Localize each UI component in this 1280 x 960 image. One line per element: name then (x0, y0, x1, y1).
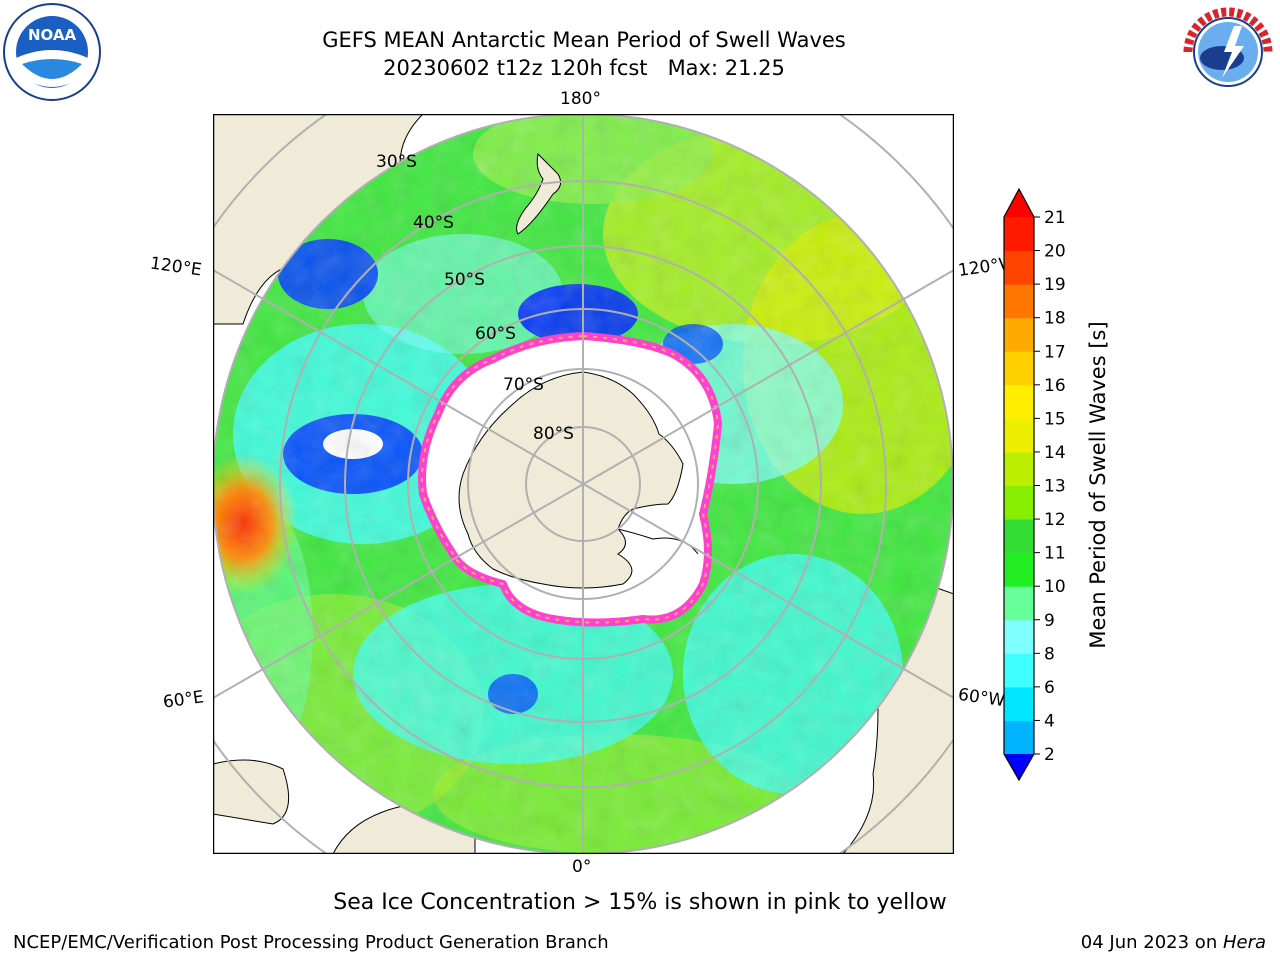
colorbar-tick-label: 16 (1044, 376, 1066, 396)
lat-label-60s: 60°S (475, 324, 516, 344)
colorbar-segment (1004, 552, 1034, 587)
footer-date: 04 Jun 2023 on Hera (1081, 932, 1266, 953)
colorbar-segment (1004, 653, 1034, 688)
land-antarctica (458, 371, 684, 589)
colorbar-segment (1004, 284, 1034, 319)
sea-ice-caption: Sea Ice Concentration > 15% is shown in … (333, 890, 947, 915)
colorbar-segment (1004, 317, 1034, 352)
colorbar-tick-label: 13 (1044, 477, 1066, 497)
colorbar-tick-label: 10 (1044, 577, 1066, 597)
nws-logo (1180, 4, 1276, 100)
colorbar: 2 4 6 8 9 10 11 12 13 14 15 16 17 18 19 20 21 (1003, 187, 1066, 782)
lat-label-80s: 80°S (533, 424, 574, 444)
colorbar-tick-label: 20 (1044, 242, 1066, 262)
map-frame (212, 113, 955, 855)
colorbar-segment (1004, 384, 1034, 419)
colorbar-under-arrow (1004, 754, 1034, 780)
chart-title: GEFS MEAN Antarctic Mean Period of Swell… (322, 28, 846, 52)
colorbar-tick-label: 15 (1044, 409, 1066, 429)
colorbar-segment (1004, 351, 1034, 386)
colorbar-tick-label: 21 (1044, 208, 1066, 228)
colorbar-label: Mean Period of Swell Waves [s] (1086, 321, 1110, 649)
colorbar-over-arrow (1004, 189, 1034, 217)
land-new-zealand (516, 152, 562, 235)
colorbar-segment (1004, 586, 1034, 621)
colorbar-tick-label: 12 (1044, 510, 1066, 530)
colorbar-tick-label: 9 (1044, 611, 1055, 631)
colorbar-segment (1004, 519, 1034, 554)
colorbar-segment (1004, 720, 1034, 755)
footer-credit: NCEP/EMC/Verification Post Processing Pr… (13, 932, 609, 953)
lon-label-0: 0° (572, 857, 592, 877)
map-panel (132, 33, 1034, 935)
lon-label-120e: 120°E (148, 253, 203, 281)
colorbar-tick-label: 6 (1044, 678, 1055, 698)
colorbar-segment (1004, 485, 1034, 520)
colorbar-segment (1004, 686, 1034, 721)
colorbar-segment (1004, 217, 1034, 252)
polar-map (132, 33, 1034, 935)
footer-host: Hera (1222, 932, 1266, 953)
colorbar-tick-label: 2 (1044, 745, 1055, 765)
colorbar-tick-label: 4 (1044, 711, 1055, 731)
colorbar-tick-label: 18 (1044, 309, 1066, 329)
colorbar-tick-label: 11 (1044, 544, 1066, 564)
lon-label-60e: 60°E (161, 687, 206, 713)
colorbar-segment (1004, 451, 1034, 486)
lat-label-70s: 70°S (503, 375, 544, 395)
noaa-logo-text: NOAA (28, 26, 77, 44)
colorbar-tick-label: 19 (1044, 275, 1066, 295)
chart-subtitle: 20230602 t12z 120h fcst Max: 21.25 (383, 56, 785, 80)
colorbar-tick-label: 8 (1044, 644, 1055, 664)
colorbar-tick-label: 14 (1044, 443, 1066, 463)
noaa-logo: NOAA (3, 3, 101, 101)
colorbar-tick-label: 17 (1044, 342, 1066, 362)
colorbar-segment (1004, 418, 1034, 453)
footer-date-text: 04 Jun 2023 on (1080, 932, 1223, 953)
lat-label-30s: 30°S (376, 152, 417, 172)
lon-label-180: 180° (560, 89, 601, 109)
colorbar-segment (1004, 250, 1034, 285)
colorbar-segment (1004, 619, 1034, 654)
lat-label-50s: 50°S (444, 270, 485, 290)
lat-label-40s: 40°S (413, 213, 454, 233)
